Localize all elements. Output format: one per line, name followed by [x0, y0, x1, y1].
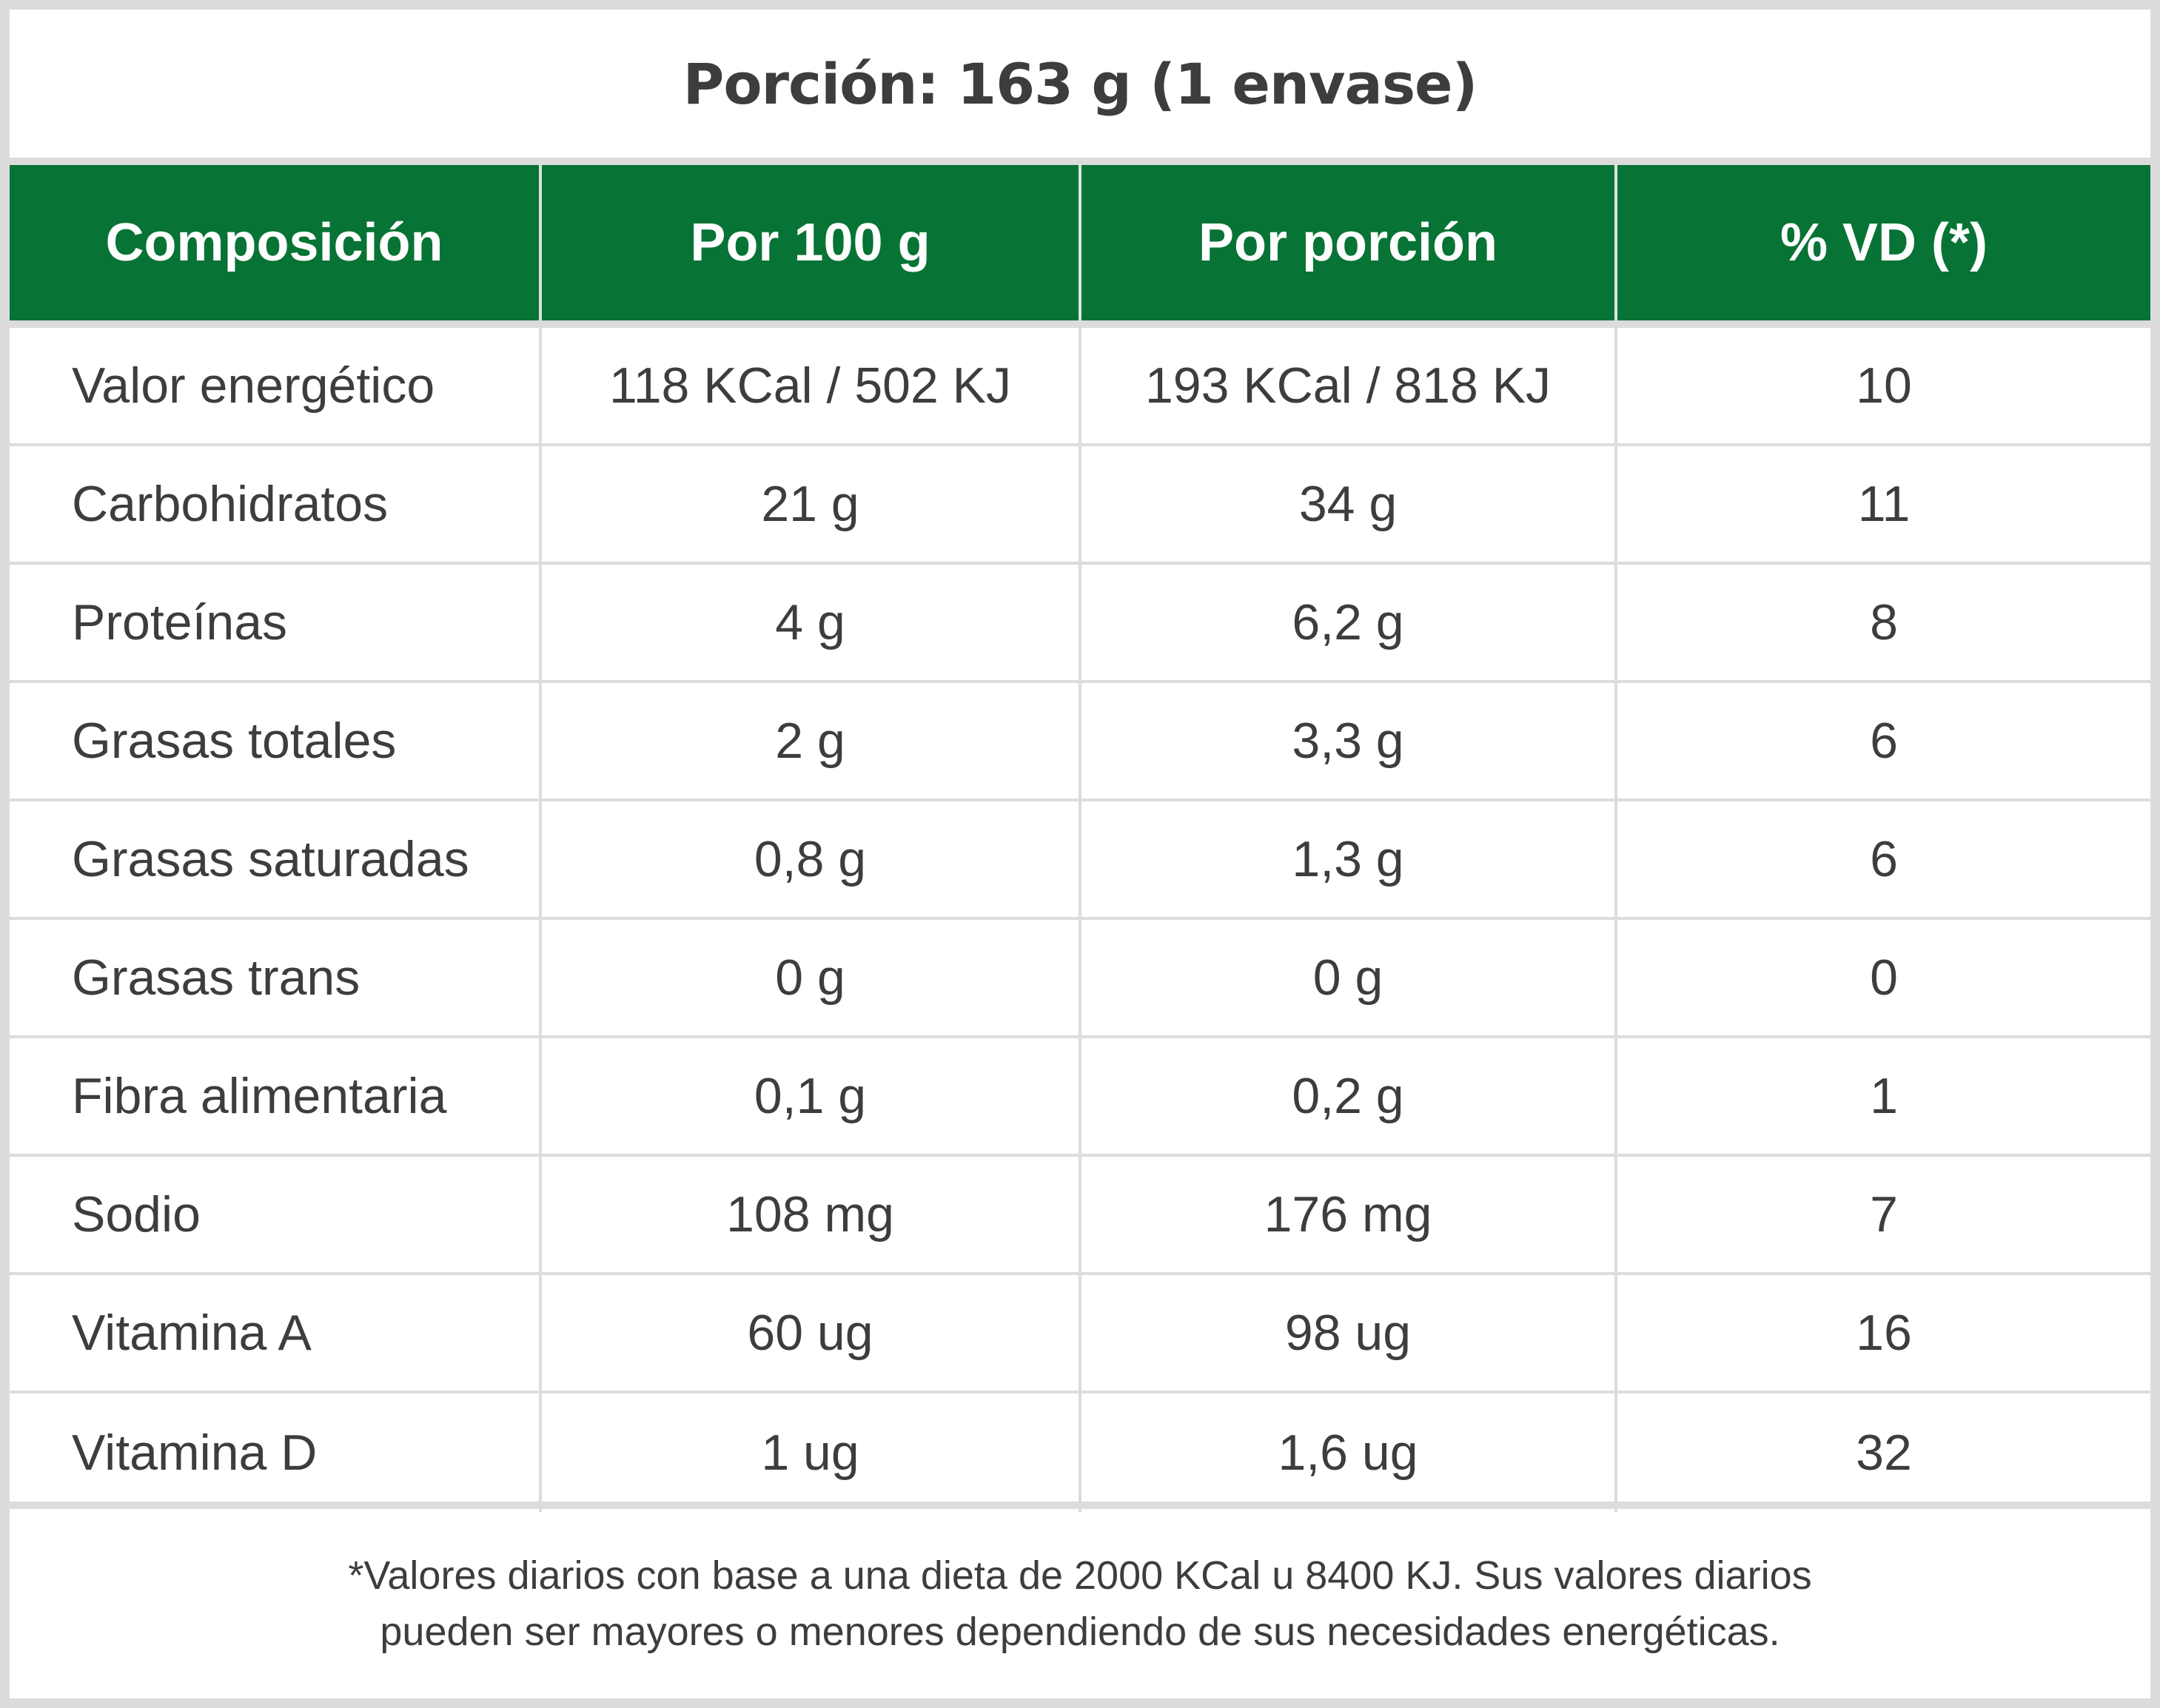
- header-composicion: Composición: [10, 165, 542, 320]
- row-vd: 32: [1856, 1425, 1912, 1481]
- row-label: Proteínas: [10, 565, 542, 683]
- row-label: Sodio: [10, 1157, 542, 1275]
- row-per-portion: 1,6 ug: [1081, 1393, 1617, 1512]
- row-per-100g: 118 KCal / 502 KJ: [542, 328, 1081, 446]
- header-vd: % VD (*): [1617, 165, 2150, 320]
- row-per-portion: 0 g: [1081, 920, 1617, 1038]
- row-per-100g: 0 g: [542, 920, 1081, 1038]
- row-per-100g: 2 g: [542, 683, 1081, 801]
- footnote-divider: [10, 1502, 2150, 1509]
- header-divider: [10, 320, 2150, 328]
- row-vd: 16: [1617, 1275, 2150, 1393]
- row-per-portion: 193 KCal / 818 KJ: [1081, 328, 1617, 446]
- row-per-portion: 6,2 g: [1081, 565, 1617, 683]
- row-per-100g: 1 ug: [542, 1393, 1081, 1512]
- title-divider: [10, 158, 2150, 165]
- serving-size-title: Porción: 163 g (1 envase): [682, 50, 1478, 117]
- row-label: Grasas trans: [10, 920, 542, 1038]
- row-per-100g: 4 g: [542, 565, 1081, 683]
- row-per-portion: 1,3 g: [1081, 801, 1617, 920]
- row-vd: 0: [1617, 920, 2150, 1038]
- row-label: Vitamina D: [10, 1393, 542, 1512]
- row-label: Valor energético: [10, 328, 542, 446]
- row-vd: 7: [1617, 1157, 2150, 1275]
- row-label: Grasas saturadas: [10, 801, 542, 920]
- row-per-100g: 21 g: [542, 446, 1081, 565]
- row-per-100g: 60 ug: [542, 1275, 1081, 1393]
- row-vd: 11: [1617, 446, 2150, 565]
- row-vd: 10: [1617, 328, 2150, 446]
- row-label: Vitamina A: [10, 1275, 542, 1393]
- row-per-100g: 0,8 g: [542, 801, 1081, 920]
- row-per-portion: 98 ug: [1081, 1275, 1617, 1393]
- row-vd: 8: [1617, 565, 2150, 683]
- row-label: Carbohidratos: [10, 446, 542, 565]
- header-por-100g: Por 100 g: [542, 165, 1081, 320]
- header-por-porcion: Por porción: [1081, 165, 1617, 320]
- row-vd: 1: [1617, 1038, 2150, 1157]
- row-vd: 6: [1617, 683, 2150, 801]
- row-label: Grasas totales: [10, 683, 542, 801]
- row-per-portion: 176 mg: [1081, 1157, 1617, 1275]
- footnote: *Valores diarios con base a una dieta de…: [10, 1509, 2150, 1698]
- row-per-portion: 3,3 g: [1081, 683, 1617, 801]
- row-per-100g: 0,1 g: [542, 1038, 1081, 1157]
- row-label: Fibra alimentaria: [10, 1038, 542, 1157]
- row-per-portion: 34 g: [1081, 446, 1617, 565]
- footnote-line-1: *Valores diarios con base a una dieta de…: [348, 1553, 1812, 1598]
- nutrition-table: Composición Por 100 g Por porción % VD (…: [10, 165, 2150, 1512]
- footnote-line-2: pueden ser mayores o menores dependiendo…: [380, 1610, 1780, 1654]
- row-per-100g: 108 mg: [542, 1157, 1081, 1275]
- row-vd: 6: [1617, 801, 2150, 920]
- row-per-portion: 0,2 g: [1081, 1038, 1617, 1157]
